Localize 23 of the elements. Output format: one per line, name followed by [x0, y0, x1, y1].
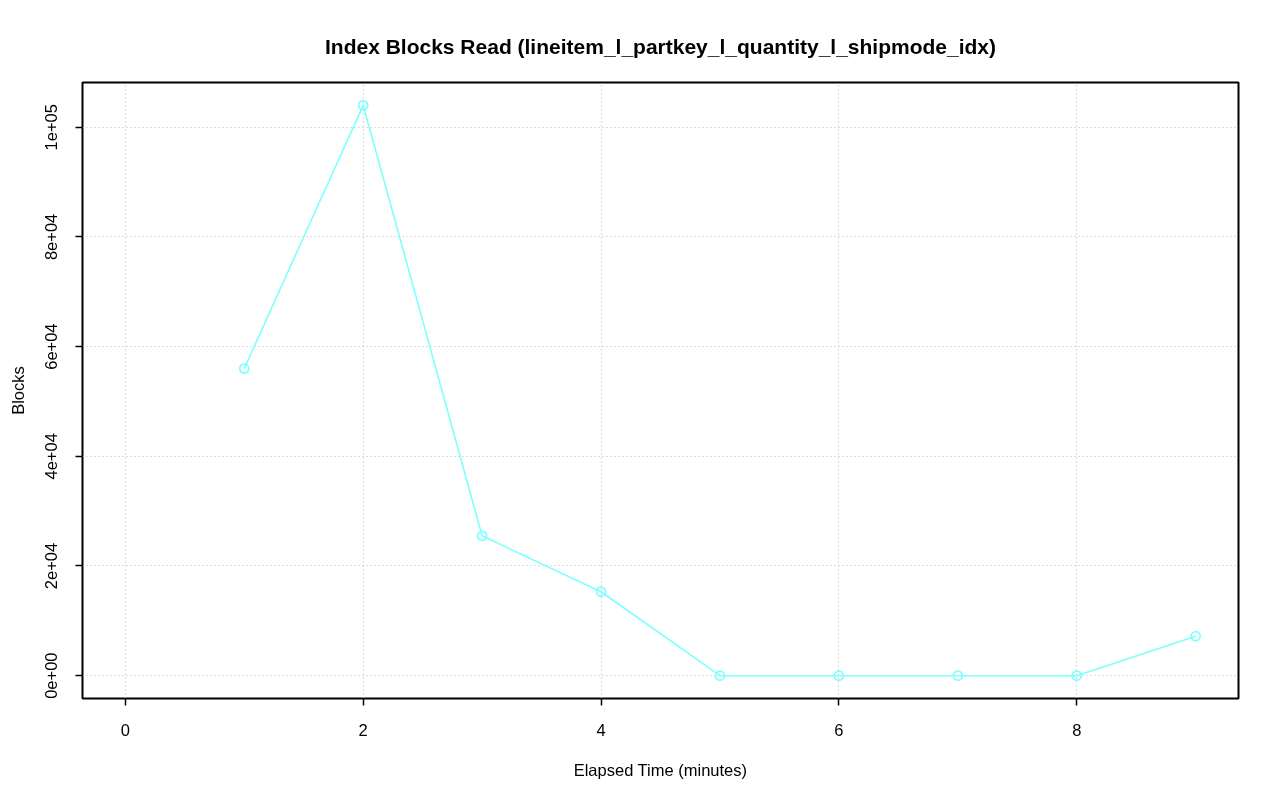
y-tick-label: 6e+04 — [42, 323, 61, 370]
x-tick-label: 0 — [120, 720, 130, 739]
point — [595, 586, 607, 598]
point — [476, 530, 488, 542]
y-tick-label: 1e+05 — [42, 104, 61, 151]
y-tick-label: 0e+00 — [42, 652, 61, 699]
y-tick-label: 8e+04 — [42, 213, 61, 261]
x-tick-label: 6 — [834, 720, 844, 739]
point — [1071, 670, 1083, 682]
point — [833, 670, 845, 682]
x-tick-label: 2 — [358, 720, 368, 739]
point — [952, 670, 964, 682]
y-tick-label: 4e+04 — [42, 433, 61, 480]
point — [357, 99, 369, 111]
x-tick-label: 8 — [1072, 720, 1082, 739]
point — [714, 670, 726, 682]
chart-title: Index Blocks Read (lineitem_l_partkey_l_quantity_l_shipmode_idx) — [324, 35, 997, 58]
point — [238, 363, 250, 374]
y-tick-label: 2e+04 — [42, 542, 61, 590]
x-tick-label: 4 — [596, 720, 606, 739]
y-axis-title: Blocks — [8, 366, 27, 415]
point — [1190, 630, 1202, 642]
x-axis-title: Elapsed Time (minutes) — [573, 760, 748, 779]
